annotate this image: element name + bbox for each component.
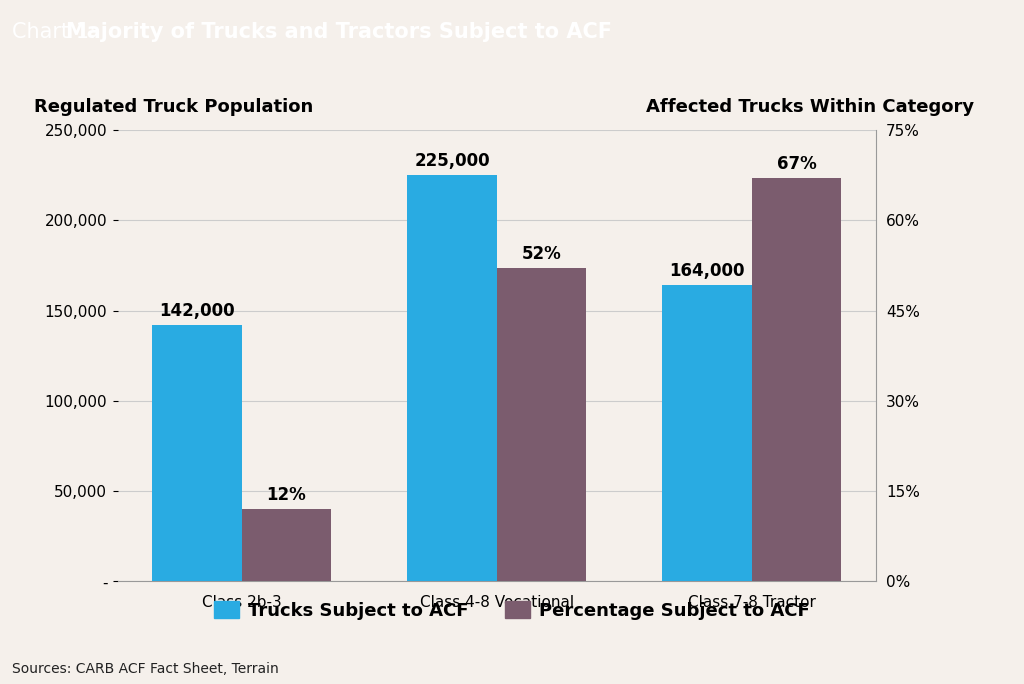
- Text: 164,000: 164,000: [670, 262, 744, 280]
- Text: 142,000: 142,000: [159, 302, 234, 319]
- Bar: [752, 178, 841, 581]
- Bar: [153, 325, 242, 581]
- Text: Chart 1:: Chart 1:: [12, 23, 103, 42]
- Text: 12%: 12%: [266, 486, 306, 503]
- Bar: [408, 175, 497, 581]
- Text: Regulated Truck Population: Regulated Truck Population: [35, 98, 313, 116]
- Bar: [497, 268, 586, 581]
- Bar: [663, 285, 752, 581]
- Text: 67%: 67%: [776, 155, 816, 172]
- Text: Sources: CARB ACF Fact Sheet, Terrain: Sources: CARB ACF Fact Sheet, Terrain: [12, 662, 279, 676]
- Legend: Trucks Subject to ACF, Percentage Subject to ACF: Trucks Subject to ACF, Percentage Subjec…: [207, 594, 817, 627]
- Text: 225,000: 225,000: [414, 152, 489, 170]
- Text: Majority of Trucks and Tractors Subject to ACF: Majority of Trucks and Tractors Subject …: [66, 23, 611, 42]
- Text: Affected Trucks Within Category: Affected Trucks Within Category: [646, 98, 974, 116]
- Bar: [242, 509, 331, 581]
- Text: 52%: 52%: [521, 245, 561, 263]
